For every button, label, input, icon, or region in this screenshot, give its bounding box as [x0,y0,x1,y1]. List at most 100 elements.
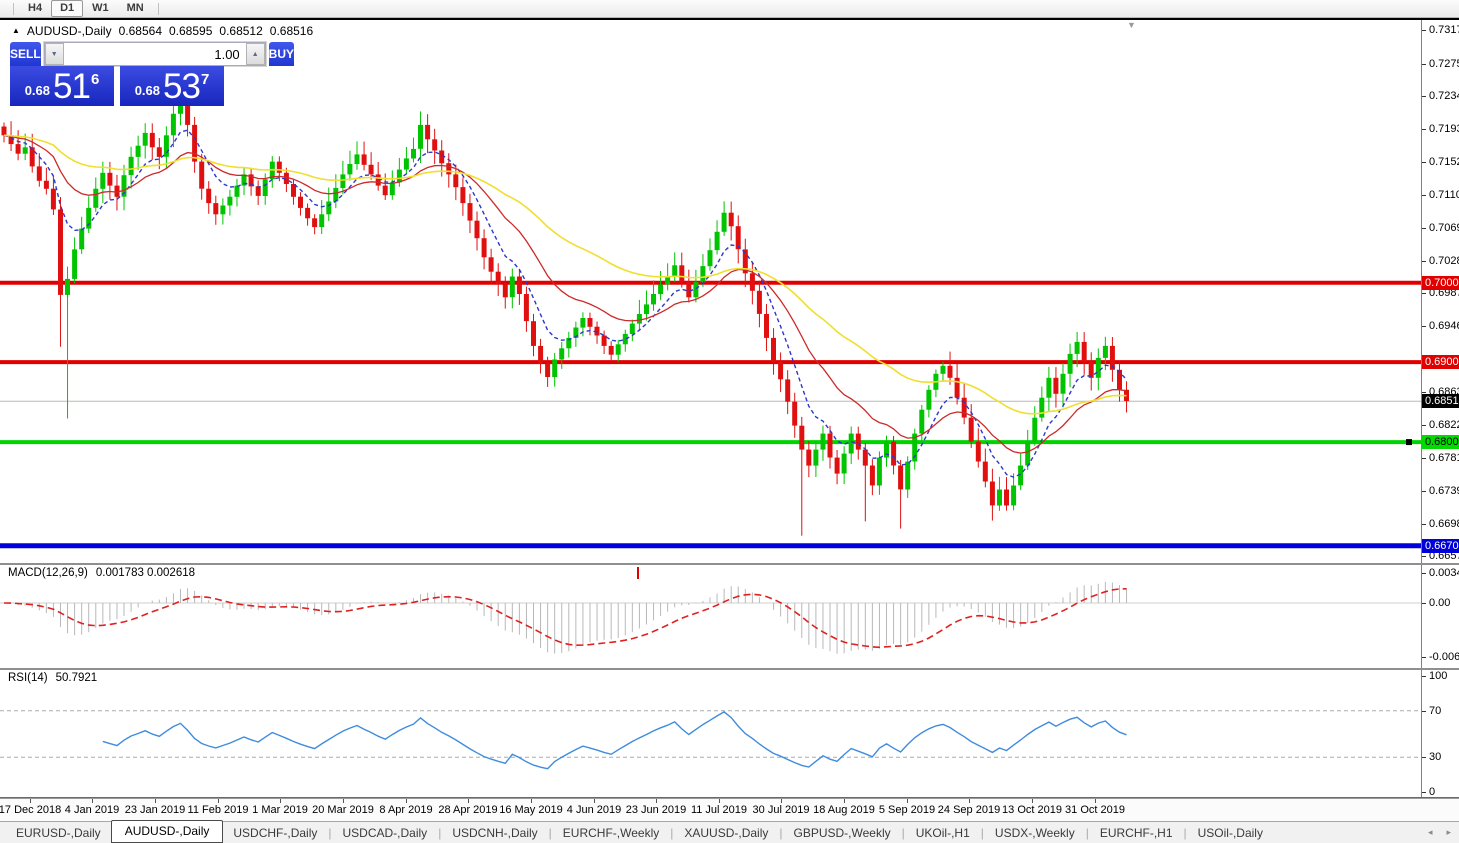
panel-separator[interactable] [0,563,1459,565]
chart-tab-ukoil-h1[interactable]: UKOil-,H1 [915,825,970,840]
buy-price-box[interactable]: 0.68 53 7 [120,66,224,106]
rsi-label: RSI(14) 50.7921 [8,672,98,684]
chart-tab-bar: EURUSD-,Daily AUDUSD-,Daily USDCHF-,Daily |… [0,819,1459,843]
axis-tick-label: 0 [1422,786,1435,798]
buy-button[interactable]: BUY [268,42,295,66]
chart-tab-usdcnh-daily[interactable]: USDCNH-,Daily [452,825,538,840]
moving-average-line [3,134,1127,454]
ohlc-close: 0.68516 [269,24,314,38]
tab-divider: | [779,825,783,840]
moving-average-line [3,134,1127,415]
tab-divider: | [901,825,905,840]
chart-shift-marker-icon[interactable]: ▼ [1127,20,1136,30]
sell-price-box[interactable]: 0.68 51 6 [10,66,114,106]
date-label: 17 Dec 2018 [0,804,62,816]
chart-tab-usdchf-daily[interactable]: USDCHF-,Daily [233,825,318,840]
sell-price-pip: 6 [90,71,100,88]
panel-bottom-border [0,797,1459,798]
sell-price-prefix: 0.68 [24,83,51,98]
rsi-value: 50.7921 [55,672,98,684]
toolbar-separator [157,2,159,15]
timeframe-button-mn[interactable]: MN [126,2,144,14]
chart-tab-usoil-daily[interactable]: USOil-,Daily [1197,825,1263,840]
axis-tick-label: 0.67390 [1422,485,1459,497]
chart-area[interactable]: 0.73170 0.72750 0.72340 0.71930 0.71520 0.711… [0,18,1459,798]
price-badge: 0.68516 [1422,394,1459,409]
macd-indicator-canvas[interactable] [0,565,1421,668]
date-tick [594,799,595,803]
candles-layer [1,89,1129,536]
chevron-up-icon: ▲ [251,50,259,58]
date-label: 30 Jul 2019 [752,804,810,816]
axis-tick-label: 0.68220 [1422,419,1459,431]
tab-divider: | [1183,825,1187,840]
chart-tab-audusd-daily[interactable]: AUDUSD-,Daily [110,819,224,843]
price-axis[interactable]: 0.73170 0.72750 0.72340 0.71930 0.71520 0.711… [1421,18,1459,798]
axis-tick-label: 0.72340 [1422,90,1459,102]
macd-label: MACD(12,26,9) 0.001783 0.002618 [8,567,196,579]
axis-tick-label: 0.67810 [1422,452,1459,464]
axis-tick-label: 0.69460 [1422,320,1459,332]
buy-price-prefix: 0.68 [134,83,161,98]
volume-increase-button[interactable]: ▲ [245,43,265,65]
toolbar-separator [13,2,14,15]
date-tick [844,799,845,803]
volume-input[interactable] [63,43,246,65]
timeframe-button-w1[interactable]: W1 [92,2,109,14]
axis-tick-label: 0.00 [1422,597,1450,609]
ohlc-low: 0.68512 [219,24,263,38]
volume-stepper: ▼ ▲ [43,42,266,66]
axis-tick-label: -0.00637 [1422,651,1459,663]
axis-tick-label: 0.70280 [1422,255,1459,267]
tab-scroll-right-icon[interactable]: ▸ [1446,827,1451,837]
date-tick [531,799,532,803]
date-tick [218,799,219,803]
axis-tick-label: 0.73170 [1422,24,1459,36]
date-label: 5 Sep 2019 [878,804,936,816]
moving-average-line [3,129,1128,478]
axis-tick-label: 0.66570 [1422,550,1459,562]
chart-tab-eurchf-h1[interactable]: EURCHF-,H1 [1099,825,1173,840]
date-tick [343,799,344,803]
symbol-marker-icon: ▲ [12,26,20,35]
timeframe-button-d1[interactable]: D1 [51,0,84,17]
symbol-title: AUDUSD-,Daily [26,24,112,38]
date-label: 1 Mar 2019 [252,804,308,816]
tab-divider: | [670,825,674,840]
axis-tick-label: 0.70690 [1422,222,1459,234]
date-tick [30,799,31,803]
timeframe-toolbar: H4 D1 W1 MN [0,0,1459,18]
date-label: 24 Sep 2019 [937,804,1001,816]
axis-tick-label: 30 [1422,751,1441,763]
axis-tick-label: 0.71520 [1422,156,1459,168]
chart-tab-eurchf-weekly[interactable]: EURCHF-,Weekly [562,825,660,840]
date-axis[interactable]: 17 Dec 2018 4 Jan 2019 23 Jan 2019 11 Feb 2… [0,798,1459,821]
sell-button[interactable]: SELL [10,42,41,66]
chart-tab-eurusd-daily[interactable]: EURUSD-,Daily [16,825,101,840]
date-tick [907,799,908,803]
date-label: 16 May 2019 [499,804,563,816]
price-badge: 0.68004 [1422,435,1459,450]
volume-decrease-button[interactable]: ▼ [44,43,64,65]
chart-tab-usdcad-daily[interactable]: USDCAD-,Daily [342,825,428,840]
sell-price-big: 51 [53,67,91,106]
timeframe-button-h4[interactable]: H4 [28,2,43,14]
date-label: 4 Jan 2019 [64,804,120,816]
chart-tab-usdx-weekly[interactable]: USDX-,Weekly [994,825,1075,840]
date-label: 31 Oct 2019 [1065,804,1125,816]
tab-divider: | [980,825,984,840]
chart-tab-gbpusd-weekly[interactable]: GBPUSD-,Weekly [793,825,891,840]
date-label: 18 Aug 2019 [813,804,875,816]
tab-divider: | [438,825,442,840]
rsi-line [102,711,1127,770]
date-label: 23 Jun 2019 [625,804,687,816]
tab-scroll-left-icon[interactable]: ◂ [1427,827,1433,837]
price-chart-canvas[interactable] [0,18,1421,564]
rsi-indicator-canvas[interactable] [0,670,1421,797]
chart-tab-xauusd-daily[interactable]: XAUUSD-,Daily [684,825,769,840]
date-label: 8 Apr 2019 [379,804,433,816]
axis-tick-label: 0.00349 [1422,567,1459,579]
panel-separator[interactable] [0,668,1459,670]
